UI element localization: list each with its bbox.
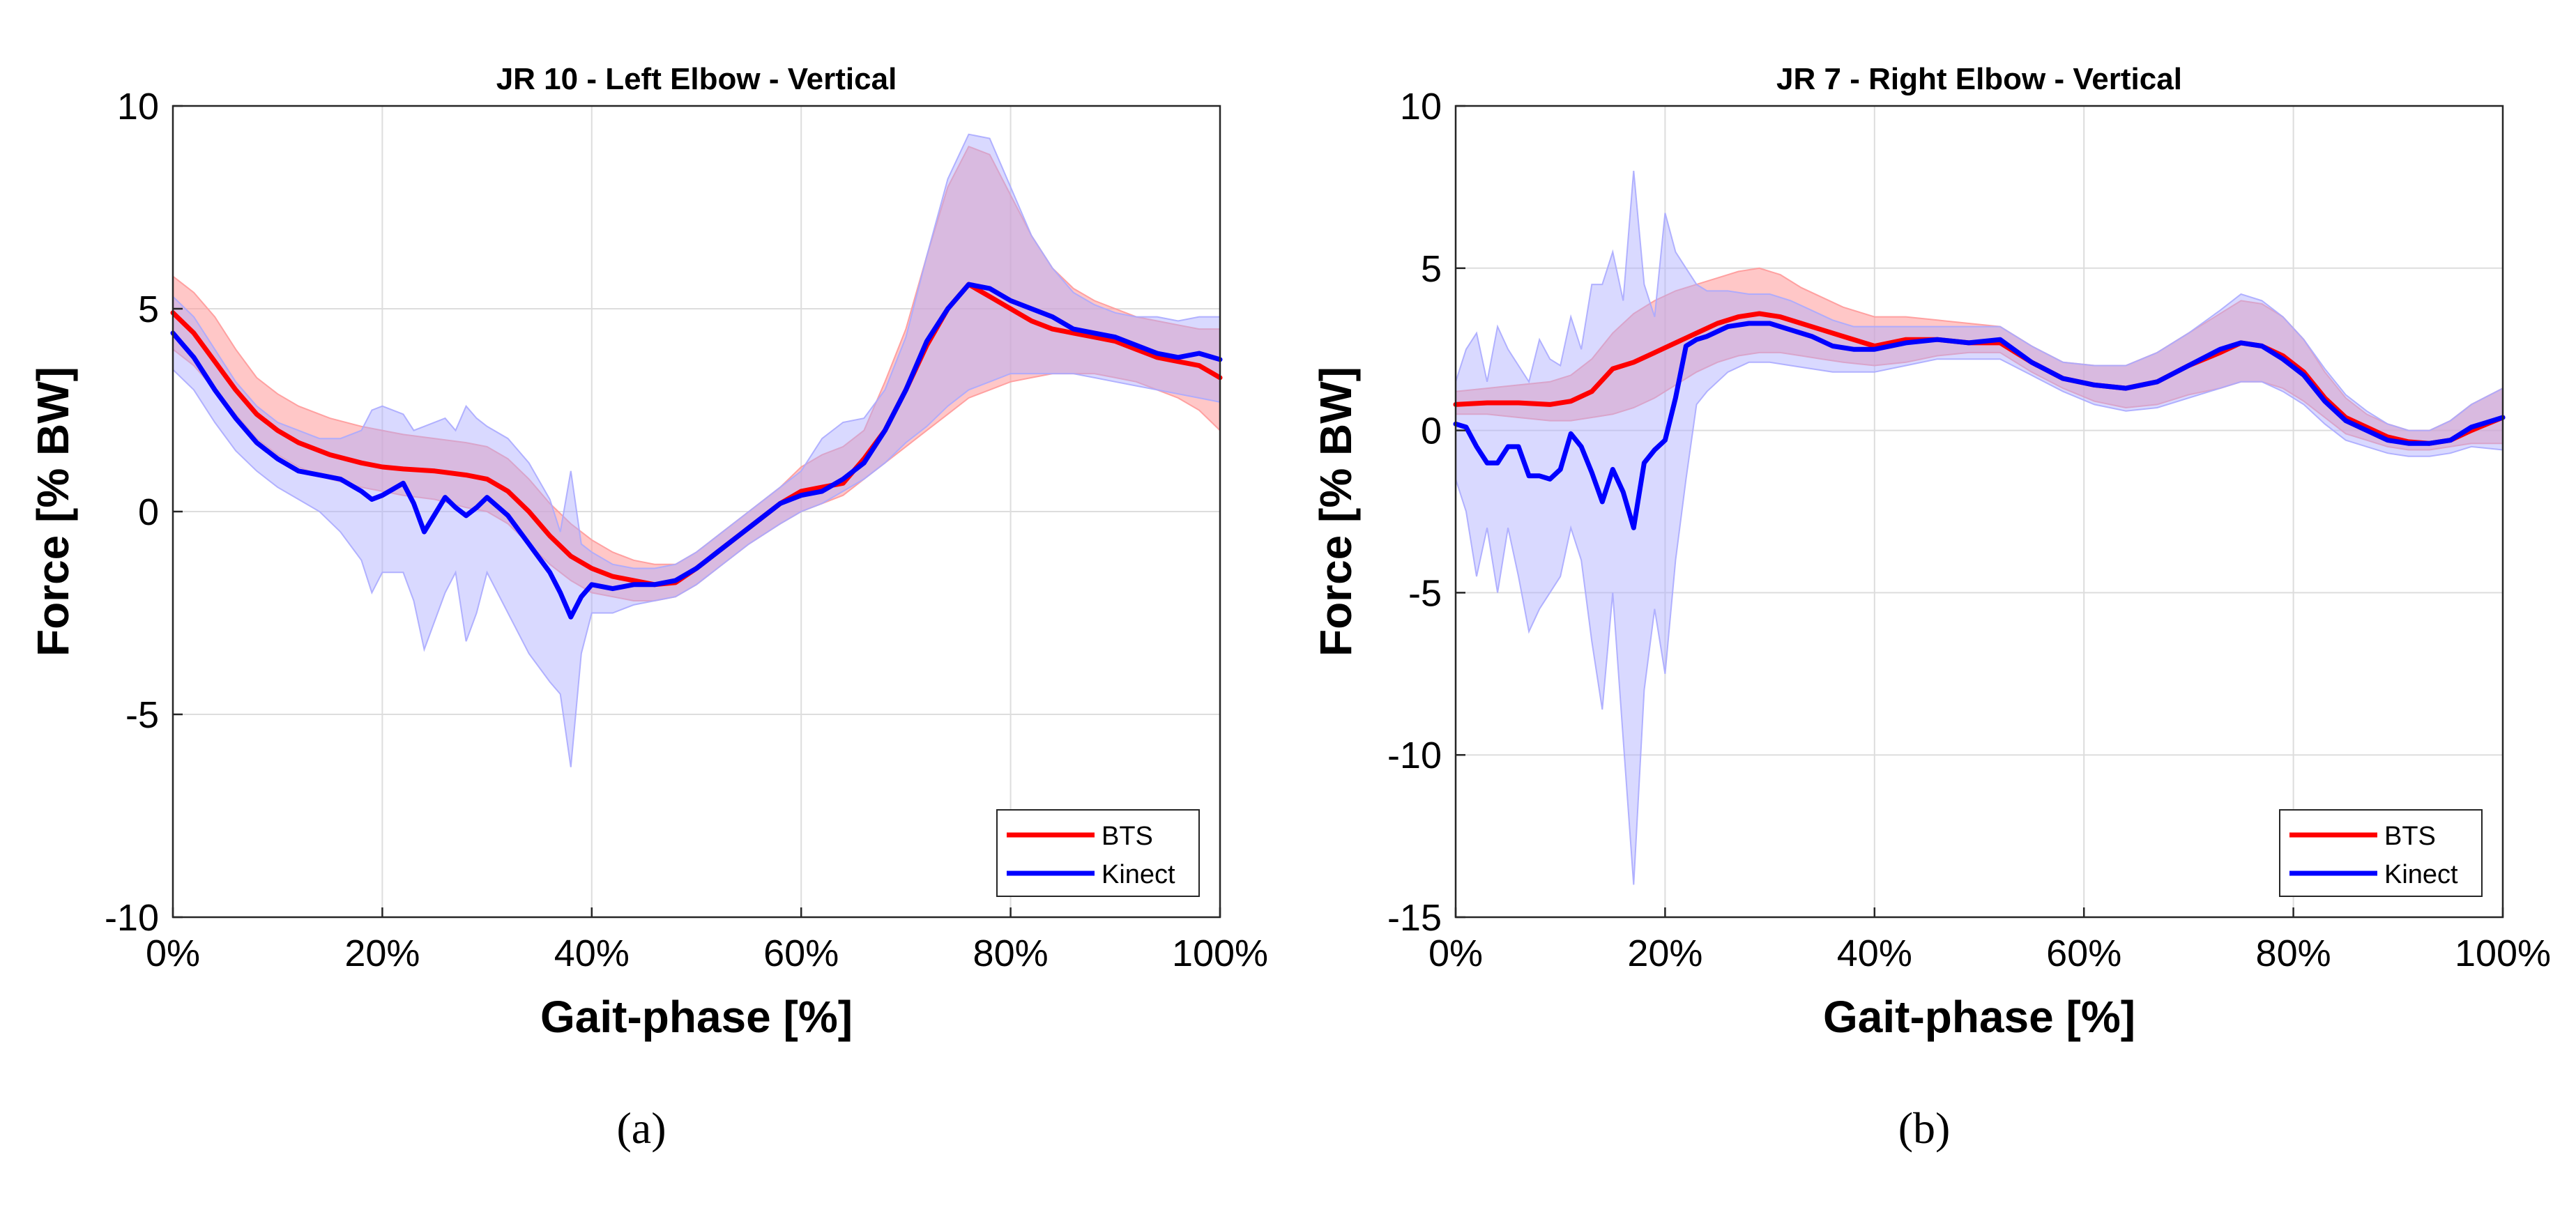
y-tick-label: 10 <box>1400 86 1442 128</box>
panel-label-b: (b) <box>1898 1103 1951 1153</box>
series-line-kinect <box>1453 321 2506 530</box>
series-line-kinect <box>170 282 1223 620</box>
y-tick-label: -5 <box>1408 572 1442 614</box>
legend: BTS Kinect <box>2279 809 2483 897</box>
chart-panel-a: 0% 20% 40% 60% 80% 100% -10 -5 0 5 10 JR 10 - Left … <box>28 62 1268 1042</box>
chart-panel-b: 0% 20% 40% 60% 80% 100% -15 -10 -5 0 5 10 JR 7 - Rig… <box>1311 62 2551 1042</box>
legend-box <box>996 809 1200 897</box>
y-tick-label: -10 <box>105 897 159 939</box>
x-tick-label: 60% <box>763 933 839 974</box>
y-tick-label: -5 <box>125 694 159 736</box>
y-tick-label: 10 <box>117 86 159 128</box>
y-axis-label: Force [% BW] <box>1311 367 1361 657</box>
chart-title: JR 10 - Left Elbow - Vertical <box>496 62 897 96</box>
axes-box <box>1454 105 2504 919</box>
x-tick-label: 80% <box>973 933 1049 974</box>
y-tick-label: 5 <box>1421 248 1442 290</box>
legend-label-kinect: Kinect <box>1102 860 1175 889</box>
x-tick-label: 60% <box>2046 933 2121 974</box>
x-tick-label: 100% <box>1172 933 1268 974</box>
x-tick-label: 0% <box>1428 933 1483 974</box>
y-tick-label: -15 <box>1387 897 1442 939</box>
x-tick-label: 40% <box>554 933 630 974</box>
y-tick-label: 5 <box>138 289 159 330</box>
panel-label-a: (a) <box>616 1103 666 1153</box>
x-axis-label: Gait-phase [%] <box>1823 992 2135 1042</box>
x-tick-label: 100% <box>2455 933 2551 974</box>
legend-label-bts: BTS <box>2384 822 2436 851</box>
legend: BTS Kinect <box>996 809 1200 897</box>
y-tick-label: 0 <box>1421 411 1442 452</box>
legend-box <box>2279 809 2483 897</box>
legend-label-kinect: Kinect <box>2384 860 2458 889</box>
chart-title: JR 7 - Right Elbow - Vertical <box>1776 62 2182 96</box>
legend-label-bts: BTS <box>1102 822 1153 851</box>
x-tick-label: 40% <box>1837 933 1912 974</box>
x-axis-label: Gait-phase [%] <box>540 992 853 1042</box>
y-tick-label: 0 <box>138 491 159 533</box>
x-tick-label: 20% <box>344 933 420 974</box>
x-tick-label: 20% <box>1627 933 1702 974</box>
y-axis-label: Force [% BW] <box>28 367 78 657</box>
x-tick-label: 80% <box>2256 933 2331 974</box>
y-tick-label: -10 <box>1387 735 1442 776</box>
x-tick-label: 0% <box>146 933 200 974</box>
